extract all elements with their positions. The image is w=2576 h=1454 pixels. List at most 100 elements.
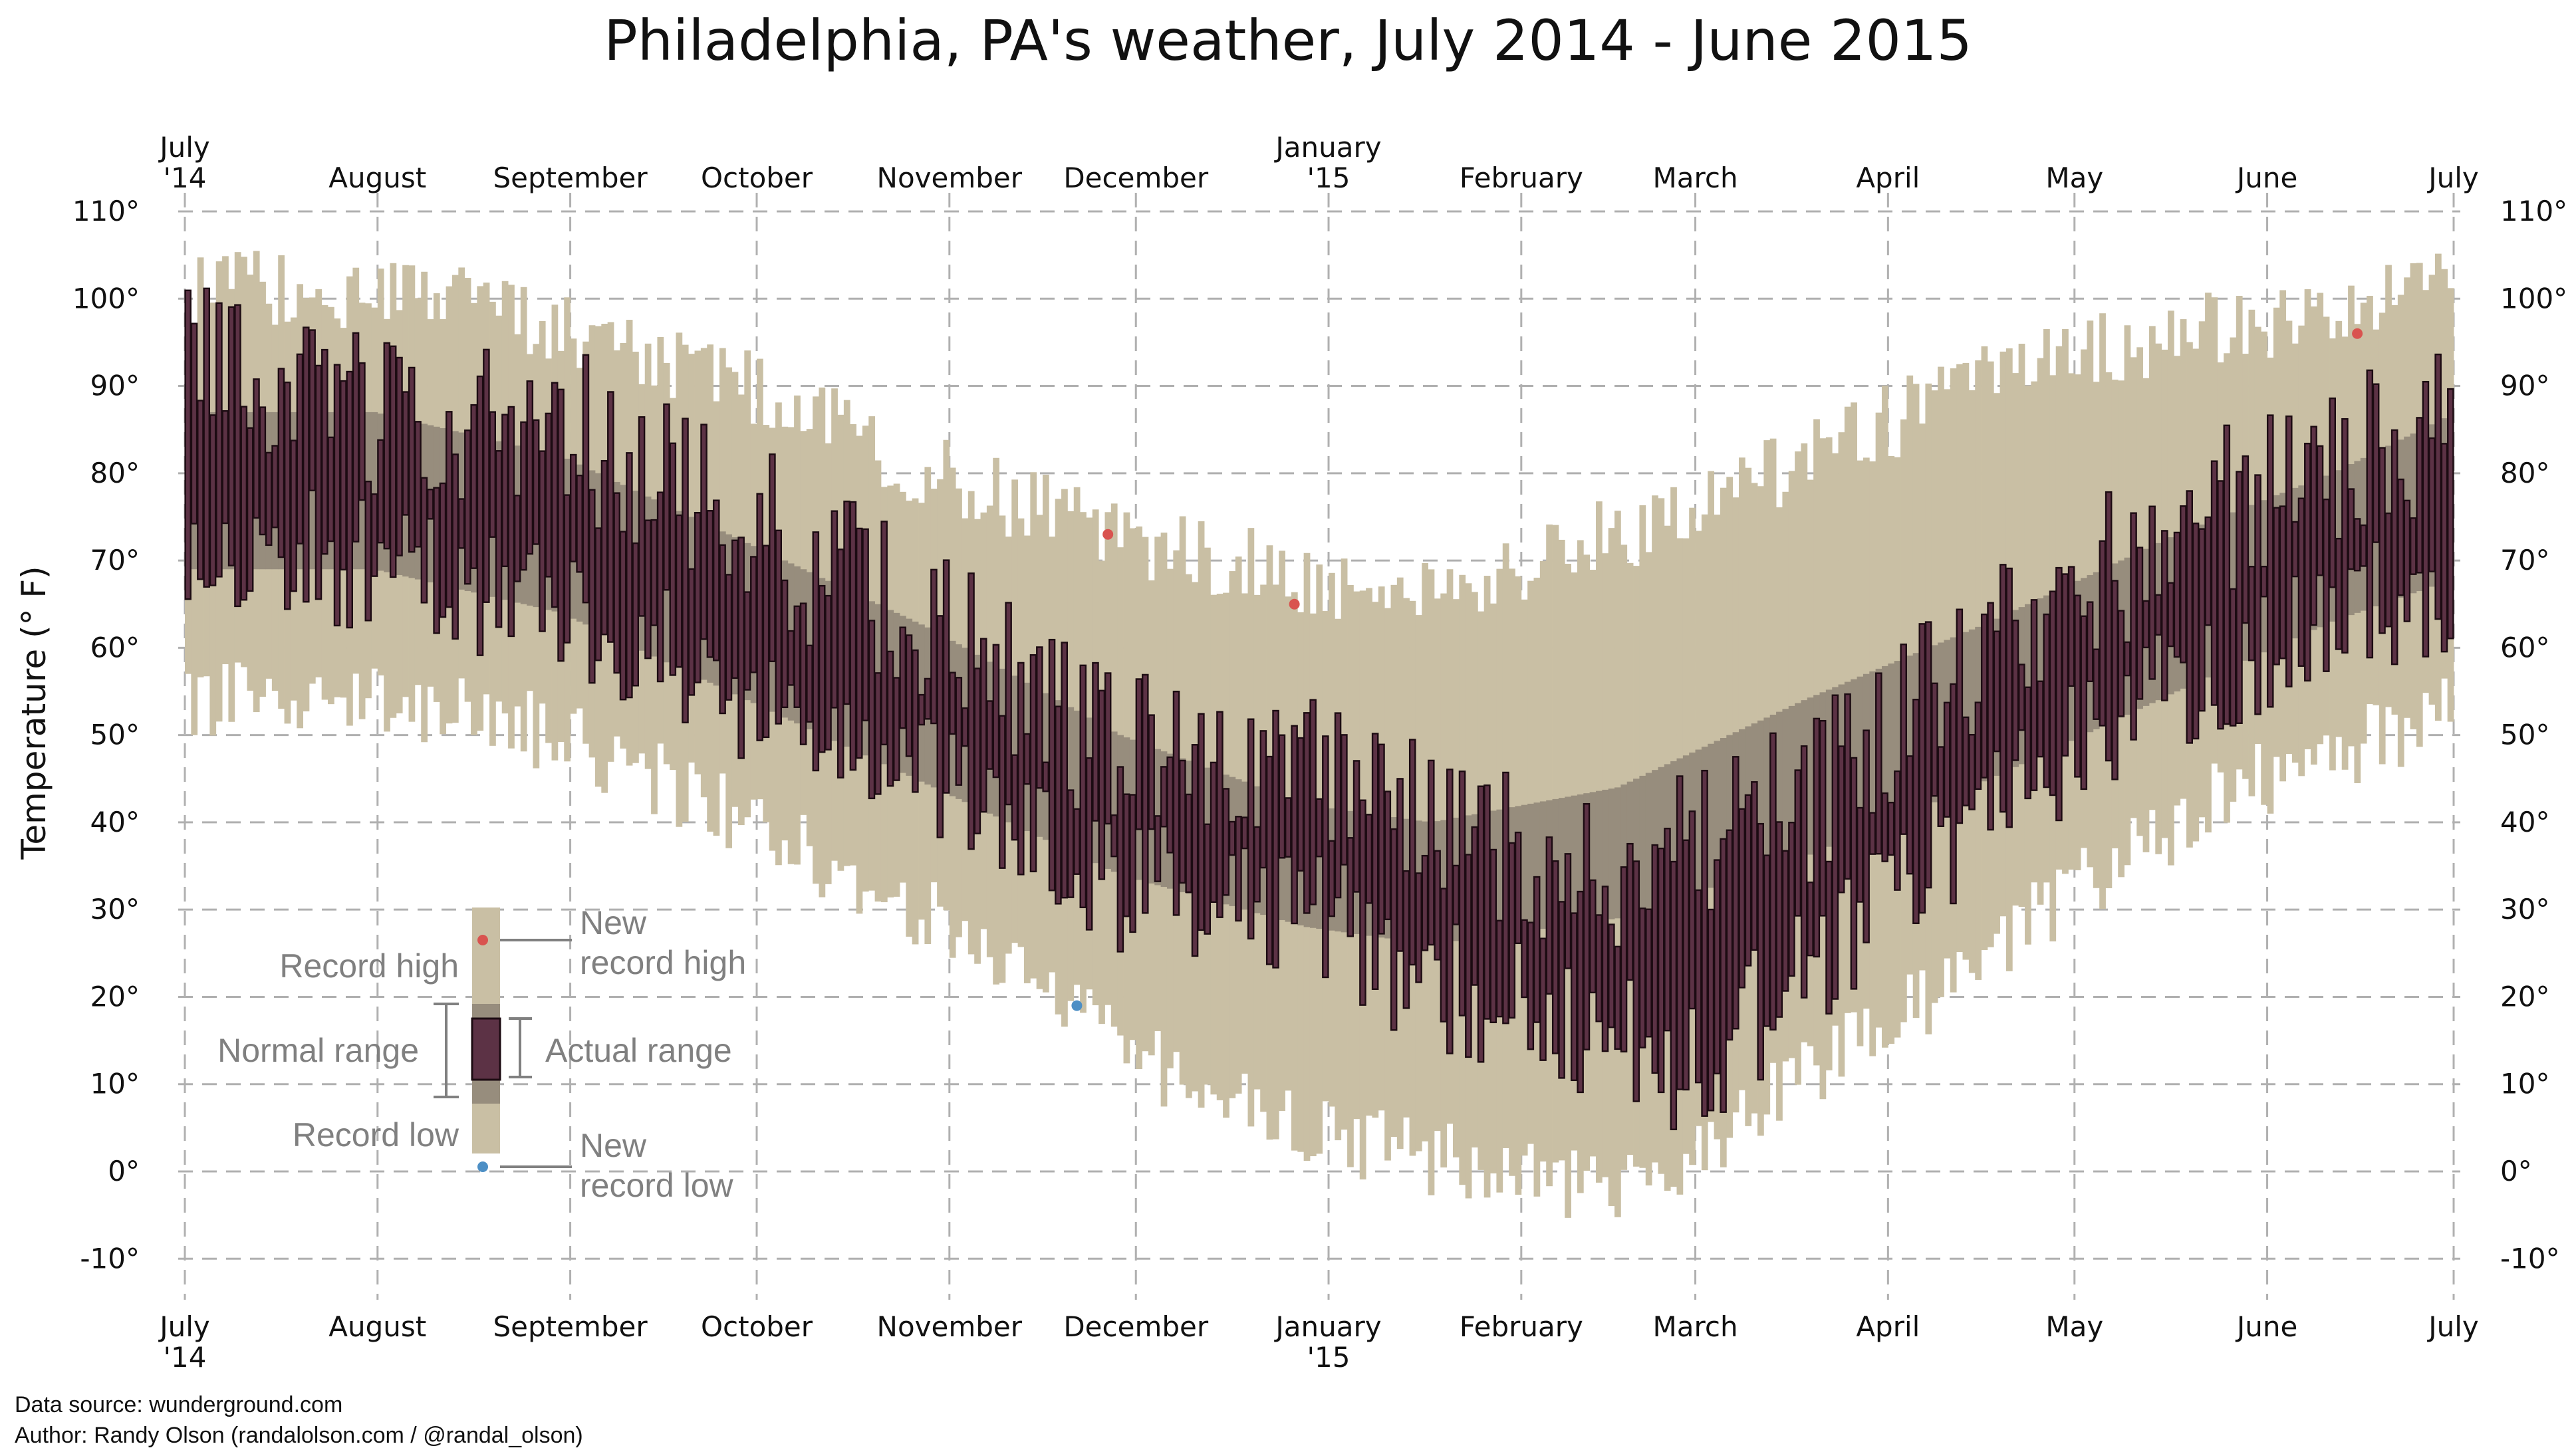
actual-range-bar [1265,755,1273,965]
actual-range-bar [2266,414,2274,708]
actual-range-bar [1868,812,1876,855]
month-label-top: August [328,162,426,194]
actual-range-bar [1228,820,1236,856]
actual-range-bar [719,544,726,715]
actual-range-bar [1166,756,1174,854]
actual-range-bar [426,489,434,520]
actual-range-bar [1434,850,1441,961]
actual-range-bar [2074,594,2081,778]
normal-range-bar [1888,663,1895,821]
y-tick-label-right: 60° [2500,631,2549,664]
actual-range-bar [1558,901,1565,1079]
y-tick-label-left: -10° [80,1242,140,1274]
actual-range-bar [420,477,428,604]
actual-range-bar [1061,642,1069,899]
actual-range-bar [569,453,577,562]
actual-range-bar [1247,718,1255,940]
actual-range-bar [607,391,614,643]
actual-range-bar [364,480,372,622]
month-label-top: July [158,131,210,164]
actual-range-bar [2161,530,2168,701]
actual-range-bar [2136,546,2144,700]
actual-range-bar [1788,821,1795,977]
actual-range-bar [1303,712,1311,914]
actual-range-bar [2210,460,2218,706]
y-tick-label-left: 100° [72,282,140,314]
actual-range-bar [669,442,677,676]
actual-range-bar [712,499,720,662]
actual-range-bar [936,615,944,838]
month-label-bottom: July [158,1310,210,1343]
actual-range-bar [1819,719,1827,917]
y-axis-label: Temperature (° F) [15,566,53,860]
legend-new-record-low-label: New record low [580,1127,734,1204]
actual-range-bar [899,626,906,729]
month-label-bottom: April [1856,1310,1920,1343]
actual-range-bar [849,501,857,771]
actual-range-bar [1794,769,1802,917]
actual-range-bar [1502,771,1509,1025]
actual-range-bar [818,584,826,753]
normal-range-bar [1496,809,1503,935]
normal-range-bar [1825,689,1833,847]
actual-range-bar [1744,794,1752,967]
normal-range-bar [1708,743,1714,888]
actual-range-bar [1626,842,1634,981]
actual-range-bar [271,445,279,529]
actual-range-bar [1931,682,1938,797]
legend-actual-range-label: Actual range [545,1032,732,1069]
y-tick-label-left: 60° [90,631,140,664]
month-label-top: March [1653,162,1738,194]
actual-range-bar [2154,594,2162,636]
month-label-top: October [701,162,813,194]
normal-range-bar [1521,804,1528,931]
new-record-high-dot [2352,328,2363,339]
actual-range-bar [215,302,223,578]
actual-range-bar [1775,821,1783,1018]
actual-range-bar [979,638,987,813]
actual-range-bar [2254,474,2261,715]
actual-range-bar [2005,567,2013,828]
legend-new-high-dot [477,935,488,945]
month-label-top: December [1063,162,1209,194]
actual-range-bar [825,594,832,751]
actual-range-bar [539,450,546,632]
actual-range-bar [1720,838,1727,1113]
normal-range-bar [2124,557,2131,715]
legend-actual-bracket [509,1017,532,1078]
normal-range-bar [1857,676,1864,834]
actual-range-bar [793,605,801,708]
actual-range-bar [2353,518,2361,572]
actual-range-bar [545,412,553,578]
legend-record-high-label: Record high [279,947,459,985]
normal-range-bar [1285,798,1292,922]
actual-range-bar [682,418,689,723]
month-label-bottom: December [1063,1310,1209,1343]
y-tick-label-right: 50° [2500,719,2549,751]
actual-range-bar [346,370,353,629]
y-tick-label-left: 20° [90,980,140,1013]
normal-range-bar [1788,705,1795,862]
actual-range-bar [594,527,602,662]
actual-range-bar [333,364,341,627]
actual-range-bar [327,436,334,543]
actual-range-bar [600,459,608,636]
actual-range-bar [1122,793,1130,917]
normal-range-bar [1652,770,1658,906]
actual-range-bar [1564,853,1572,969]
y-tick-label-right: 30° [2500,893,2549,925]
normal-range-bar [1341,810,1348,933]
normal-range-bar [2024,604,2031,762]
actual-range-bar [1390,828,1398,1031]
actual-range-bar [2447,388,2454,640]
normal-range-bar [1527,803,1534,931]
actual-range-bar [383,342,391,550]
actual-range-bar [315,364,322,600]
new-record-dots [1071,328,2363,1011]
actual-range-bar [2242,455,2250,624]
month-label-bottom: February [1460,1310,1583,1343]
normal-range-bar [1073,710,1081,855]
actual-range-bar [576,474,583,573]
y-tick-label-right: 20° [2500,980,2549,1013]
normal-range-bar [1738,729,1745,878]
